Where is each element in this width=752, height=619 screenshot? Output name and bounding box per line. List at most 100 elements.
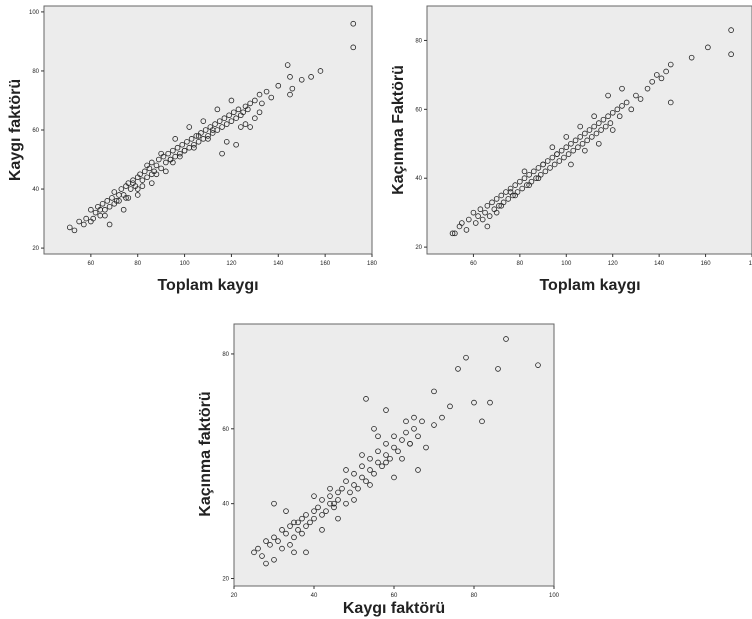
data-point bbox=[148, 159, 155, 166]
data-point bbox=[359, 463, 365, 470]
data-point bbox=[226, 112, 232, 119]
data-point bbox=[728, 51, 734, 58]
data-point bbox=[493, 196, 500, 202]
data-point bbox=[395, 448, 401, 455]
data-point bbox=[127, 186, 134, 192]
data-point bbox=[163, 159, 169, 166]
data-point bbox=[605, 113, 611, 120]
data-point bbox=[589, 134, 595, 140]
data-point bbox=[139, 177, 146, 183]
data-point bbox=[339, 485, 345, 492]
y-tick-label: 60 bbox=[32, 128, 39, 134]
data-point bbox=[295, 527, 301, 533]
data-point bbox=[582, 130, 588, 137]
data-point bbox=[186, 124, 193, 130]
y-tick-label: 40 bbox=[222, 502, 229, 508]
data-point bbox=[549, 144, 556, 151]
data-point bbox=[399, 437, 405, 443]
data-point bbox=[355, 485, 361, 492]
data-point bbox=[391, 433, 397, 440]
data-point bbox=[167, 156, 174, 163]
data-point bbox=[498, 192, 505, 199]
data-point bbox=[137, 171, 143, 178]
data-point bbox=[327, 500, 333, 507]
data-point bbox=[299, 515, 305, 522]
data-point bbox=[216, 118, 223, 124]
data-point bbox=[563, 134, 570, 140]
data-point bbox=[505, 196, 512, 202]
data-point bbox=[219, 150, 225, 157]
data-point bbox=[383, 459, 389, 466]
data-point bbox=[287, 542, 293, 548]
data-point bbox=[255, 545, 261, 552]
x-tick-label: 80 bbox=[517, 261, 524, 267]
data-point bbox=[375, 433, 381, 440]
data-point bbox=[347, 489, 353, 496]
x-tick-label: 18 bbox=[749, 261, 752, 267]
data-point bbox=[256, 109, 263, 116]
data-point bbox=[367, 455, 373, 462]
data-point bbox=[120, 206, 127, 213]
data-point bbox=[104, 198, 111, 204]
data-point bbox=[99, 201, 106, 207]
data-point bbox=[519, 185, 525, 192]
data-point bbox=[97, 206, 104, 213]
data-point bbox=[419, 418, 425, 425]
data-point bbox=[363, 478, 369, 485]
data-point bbox=[76, 218, 82, 225]
data-point bbox=[287, 523, 293, 529]
data-point bbox=[572, 137, 579, 144]
data-point bbox=[271, 500, 277, 507]
data-point bbox=[415, 467, 421, 473]
data-point bbox=[303, 549, 309, 556]
data-point bbox=[195, 139, 202, 145]
data-point bbox=[614, 106, 621, 113]
x-tick-label: 60 bbox=[470, 261, 477, 267]
data-point bbox=[66, 224, 73, 231]
data-point bbox=[667, 61, 674, 68]
data-point bbox=[106, 203, 113, 210]
data-point bbox=[535, 175, 542, 182]
data-point bbox=[188, 136, 195, 142]
data-point bbox=[595, 120, 602, 126]
data-point bbox=[240, 109, 246, 116]
data-point bbox=[411, 426, 417, 432]
data-point bbox=[628, 106, 635, 113]
data-point bbox=[263, 88, 270, 95]
data-point bbox=[503, 336, 509, 342]
data-point bbox=[200, 118, 207, 124]
data-point bbox=[591, 123, 597, 130]
data-point bbox=[399, 455, 405, 462]
data-point bbox=[295, 519, 301, 526]
data-point bbox=[251, 549, 257, 556]
data-point bbox=[158, 165, 164, 172]
data-point bbox=[582, 147, 588, 154]
data-point bbox=[191, 141, 197, 148]
data-point bbox=[279, 527, 285, 533]
data-point bbox=[88, 206, 94, 213]
data-point bbox=[275, 82, 282, 89]
data-point bbox=[298, 77, 305, 83]
data-point bbox=[170, 147, 176, 154]
data-point bbox=[637, 96, 644, 102]
data-point bbox=[568, 140, 574, 147]
data-point bbox=[343, 478, 349, 485]
data-point bbox=[259, 100, 265, 107]
data-point bbox=[319, 497, 325, 503]
scatter-chart-3: 20 40 60 80 100 20 40 60 80 Kaygı faktörü Kaçınma … bbox=[197, 323, 560, 617]
data-point bbox=[317, 68, 324, 74]
data-point bbox=[387, 455, 393, 462]
data-point bbox=[495, 366, 501, 372]
data-point bbox=[449, 230, 456, 237]
data-point bbox=[535, 362, 541, 368]
y-tick-label: 60 bbox=[222, 427, 229, 433]
data-point bbox=[279, 545, 285, 552]
y-tick-label: 80 bbox=[32, 69, 39, 75]
data-point bbox=[619, 103, 625, 109]
data-point bbox=[471, 399, 477, 406]
x-tick-label: 80 bbox=[471, 593, 478, 599]
data-point bbox=[242, 121, 249, 127]
data-point bbox=[415, 433, 421, 440]
x-tick-label: 120 bbox=[226, 261, 237, 267]
data-point bbox=[214, 106, 221, 113]
